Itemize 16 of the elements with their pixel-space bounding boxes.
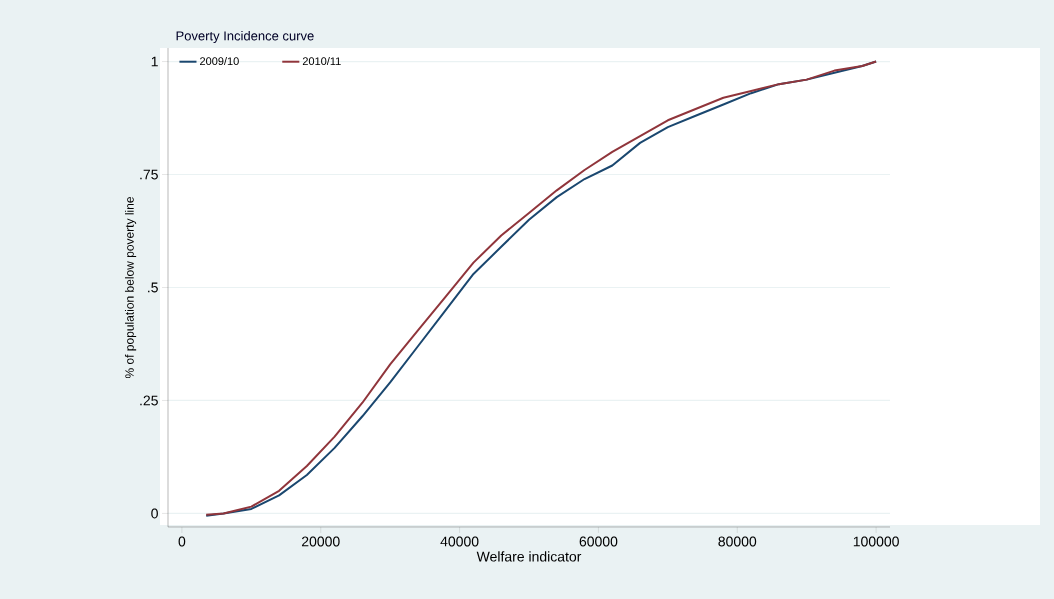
y-tick-label: .5 — [148, 282, 158, 293]
y-tick-label: 0 — [151, 508, 158, 519]
chart-title: Poverty Incidence curve — [176, 30, 314, 44]
x-tick-label: 20000 — [301, 536, 340, 547]
y-tick-label: .75 — [140, 169, 158, 180]
x-axis-title: Welfare indicator — [476, 551, 582, 562]
x-tick-label: 80000 — [718, 536, 757, 547]
x-tick-label: 40000 — [440, 536, 479, 547]
y-tick-label: 1 — [151, 56, 158, 67]
y-tick-label: .25 — [140, 395, 158, 406]
x-tick-label: 100000 — [853, 536, 899, 547]
x-tick-label: 60000 — [579, 536, 618, 547]
legend-label: 2010/11 — [302, 56, 341, 66]
legend-label: 2009/10 — [200, 56, 239, 66]
y-axis-title: % of population below poverty line — [124, 197, 137, 379]
x-tick-label: 0 — [178, 536, 186, 547]
